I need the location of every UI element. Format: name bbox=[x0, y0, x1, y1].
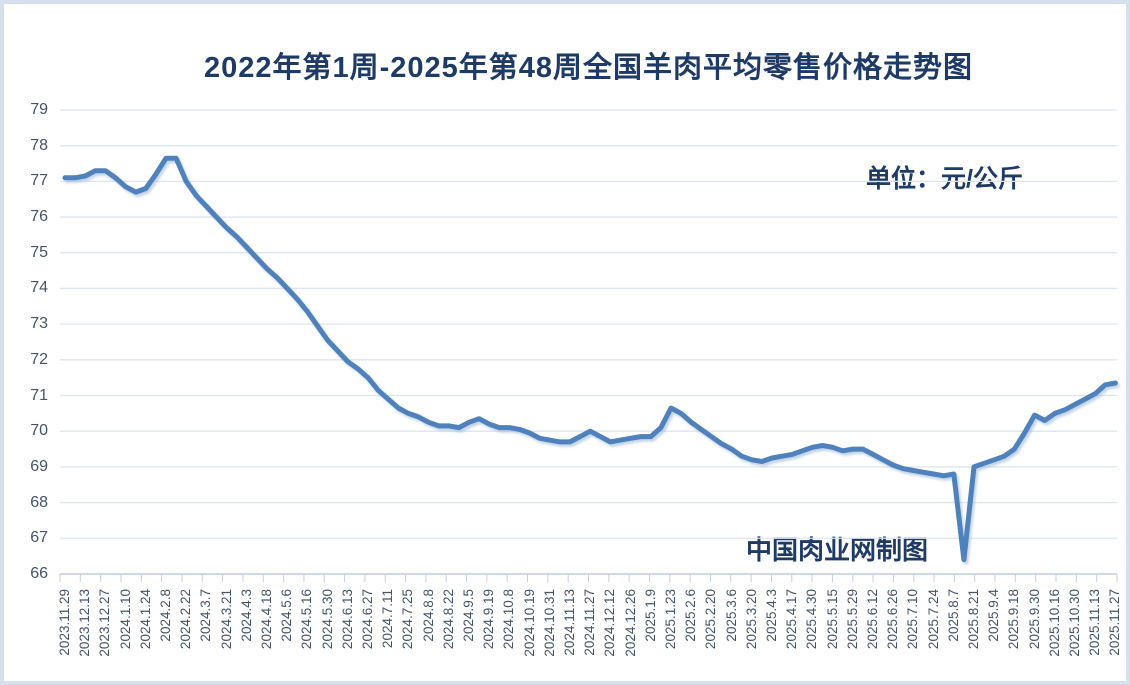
y-axis-label: 74 bbox=[30, 279, 48, 297]
x-axis-label: 2024.6.13 bbox=[339, 589, 355, 650]
price-line bbox=[62, 155, 1118, 563]
unit-label: 单位：元/公斤 bbox=[866, 165, 1023, 193]
y-axis-label: 66 bbox=[30, 564, 48, 582]
y-axis-label: 67 bbox=[30, 529, 48, 547]
x-axis-label: 2023.12.13 bbox=[77, 589, 93, 657]
x-axis-label: 2025.5.15 bbox=[824, 589, 840, 650]
x-axis-label: 2024.10.19 bbox=[521, 589, 537, 657]
x-axis-label: 2024.3.21 bbox=[218, 589, 234, 650]
y-axis-label: 68 bbox=[30, 493, 48, 511]
x-axis-label: 2025.7.24 bbox=[925, 589, 941, 650]
chart-title: 2022年第1周-2025年第48周全国羊肉平均零售价格走势图 bbox=[203, 52, 974, 84]
x-axis-label: 2025.4.17 bbox=[784, 589, 800, 650]
x-axis-label: 2024.4.3 bbox=[238, 589, 254, 642]
x-axis-label: 2025.10.16 bbox=[1046, 589, 1062, 657]
x-axis-label: 2024.3.7 bbox=[198, 589, 214, 642]
y-axis-label: 79 bbox=[30, 101, 48, 118]
x-axis-label: 2024.5.16 bbox=[299, 589, 315, 650]
x-axis-label: 2024.2.8 bbox=[158, 589, 173, 642]
y-axis-label: 73 bbox=[30, 315, 48, 333]
y-axis-label: 78 bbox=[30, 136, 48, 154]
x-axis-label: 2024.10.31 bbox=[541, 589, 557, 657]
x-axis-label: 2025.3.6 bbox=[723, 589, 739, 642]
x-axis-label: 2025.10.30 bbox=[1067, 589, 1082, 657]
x-axis-label: 2025.8.21 bbox=[966, 589, 981, 650]
x-axis-label: 2024.9.19 bbox=[481, 589, 497, 650]
x-axis-label: 2025.6.12 bbox=[865, 589, 880, 650]
x-axis-label: 2023.12.27 bbox=[97, 589, 113, 657]
price-line-chart bbox=[59, 109, 1118, 582]
x-axis-label: 2024.9.5 bbox=[461, 589, 476, 642]
x-axis-label: 2024.7.25 bbox=[400, 589, 416, 650]
x-axis-label: 2024.5.30 bbox=[319, 589, 335, 650]
x-axis-label: 2024.1.10 bbox=[117, 589, 133, 650]
x-axis-label: 2025.2.20 bbox=[703, 589, 719, 650]
x-axis-label: 2025.9.18 bbox=[1006, 589, 1022, 650]
x-axis-label: 2025.2.6 bbox=[683, 589, 699, 642]
y-axis-label: 72 bbox=[30, 350, 48, 368]
y-axis-label: 77 bbox=[30, 172, 48, 190]
x-axis-label: 2024.7.11 bbox=[380, 589, 396, 649]
x-axis-label: 2025.4.3 bbox=[764, 589, 779, 642]
x-axis-label: 2024.4.18 bbox=[259, 589, 274, 650]
x-axis-label: 2025.11.27 bbox=[1107, 589, 1123, 656]
x-axis-label: 2023.11.29 bbox=[57, 589, 72, 656]
x-axis-label: 2025.11.13 bbox=[1087, 589, 1103, 656]
watermark-label: 中国肉业网制图 bbox=[746, 535, 929, 565]
x-axis-label: 2025.7.10 bbox=[905, 589, 921, 650]
x-axis-label: 2025.8.7 bbox=[945, 589, 961, 642]
x-axis-label: 2024.1.24 bbox=[137, 589, 153, 650]
y-axis-label: 76 bbox=[30, 208, 48, 226]
x-axis-label: 2025.5.29 bbox=[844, 589, 860, 650]
y-axis-label: 69 bbox=[30, 457, 48, 475]
y-axis-label: 71 bbox=[30, 386, 48, 404]
x-axis-label: 2025.1.9 bbox=[642, 589, 658, 642]
x-axis-label: 2025.9.4 bbox=[986, 589, 1002, 642]
x-axis-label: 2024.11.27 bbox=[582, 589, 598, 656]
x-axis-label: 2024.5.6 bbox=[279, 589, 295, 642]
x-axis-label: 2025.4.30 bbox=[804, 589, 820, 650]
x-axis-label: 2025.1.23 bbox=[663, 589, 678, 650]
x-axis-line-and-ticks bbox=[59, 573, 1118, 582]
x-axis-label: 2024.8.8 bbox=[420, 589, 436, 642]
x-axis-label: 2024.12.26 bbox=[622, 589, 638, 657]
x-axis-label: 2024.2.22 bbox=[178, 589, 194, 650]
x-axis-label: 2025.6.26 bbox=[885, 589, 901, 650]
y-axis-label: 70 bbox=[30, 422, 48, 440]
x-axis-label: 2024.12.12 bbox=[602, 589, 618, 657]
x-axis-label: 2024.11.13 bbox=[562, 589, 577, 656]
x-axis-label: 2025.9.30 bbox=[1026, 589, 1042, 650]
x-axis-label: 2024.6.27 bbox=[360, 589, 375, 650]
x-axis-label: 2025.3.20 bbox=[743, 589, 759, 650]
y-axis-label: 75 bbox=[30, 243, 48, 261]
x-axis-label: 2024.8.22 bbox=[440, 589, 456, 650]
x-axis-label: 2024.10.8 bbox=[501, 589, 517, 650]
